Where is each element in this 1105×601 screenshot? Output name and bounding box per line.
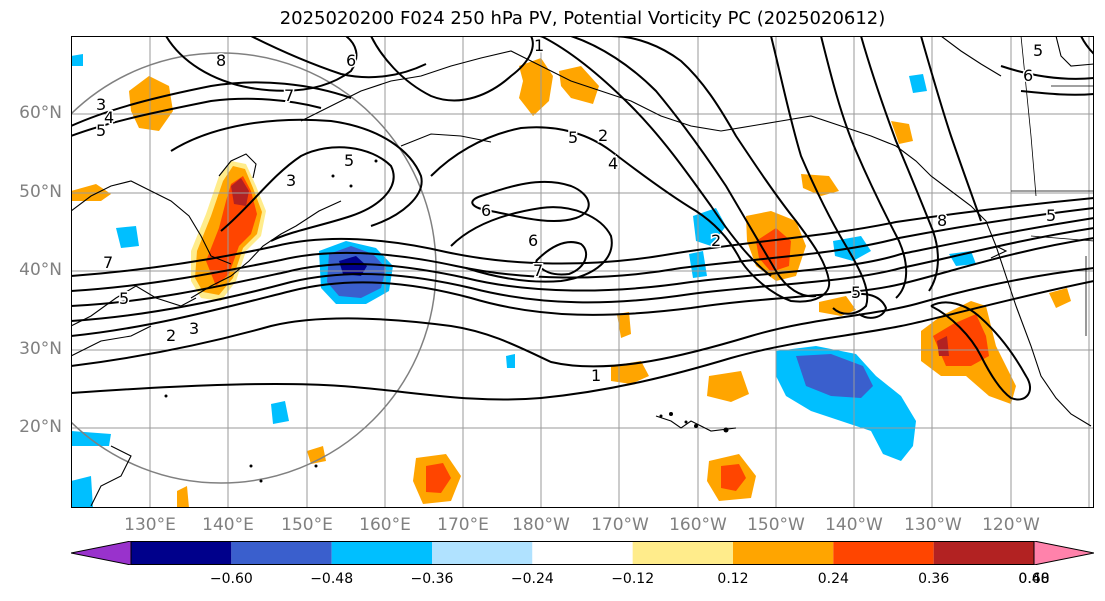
political-borders (1011, 36, 1094, 336)
contour-label: 3 (96, 95, 106, 114)
lon-label-130e: 130°E (124, 515, 176, 535)
contour-label: 2 (711, 231, 721, 250)
colorbar-tick-label: −0.48 (310, 571, 354, 587)
lon-label-120w: 120°W (982, 515, 1040, 535)
colorbar-segment (733, 541, 834, 565)
contour-label: 2 (598, 126, 608, 145)
lon-label-180w: 180°W (512, 515, 570, 535)
colorbar (71, 541, 1094, 565)
positive-anomaly-3 (519, 58, 553, 116)
contour-label: 4 (608, 154, 618, 173)
colorbar-tick-label: −0.24 (510, 571, 554, 587)
positive-anomaly-14 (819, 296, 856, 316)
positive-anomaly-9 (611, 361, 649, 384)
lon-label-170e: 170°E (437, 515, 489, 535)
contour-labels: 8 7 6 5 4 3 1 2 5 4 3 5 6 7 6 7 5 3 2 1 (95, 36, 1058, 387)
negative-anomaly-8 (71, 54, 83, 66)
positive-anomaly-17 (177, 486, 189, 508)
negative-anomaly-5 (116, 226, 139, 248)
lon-label-160e: 160°E (359, 515, 411, 535)
colorbar-segment (331, 541, 432, 565)
lon-label-130w: 130°W (904, 515, 962, 535)
positive-anomaly-11 (617, 312, 631, 338)
graticule (71, 36, 1094, 508)
lat-label-20n: 20°N (19, 417, 62, 437)
colorbar-segment (933, 541, 1034, 565)
contour-label: 7 (533, 261, 543, 280)
positive-anomaly-15 (1049, 288, 1071, 308)
negative-anomaly-7 (71, 476, 93, 508)
positive-anomaly-4 (559, 66, 599, 104)
lon-label-170w: 170°W (591, 515, 649, 535)
lat-label-60n: 60°N (19, 103, 62, 123)
map-frame (71, 36, 1094, 508)
lon-label-150e: 150°E (281, 515, 333, 535)
contour-label: 5 (96, 121, 106, 140)
positive-anomaly-16 (307, 446, 326, 464)
contour-label: 5 (568, 128, 578, 147)
contour-label: 5 (851, 283, 861, 302)
contour-label: 6 (346, 51, 356, 70)
lat-label-50n: 50°N (19, 182, 62, 202)
contour-label: 5 (344, 151, 354, 170)
positive-anomaly-1 (129, 76, 173, 131)
positive-anomaly-13 (891, 121, 913, 144)
contour-label: 5 (1046, 206, 1056, 225)
colorbar-segment (532, 541, 633, 565)
colorbar-segment (231, 541, 332, 565)
contour-label: 6 (528, 231, 538, 250)
colorbar-segment (833, 541, 934, 565)
negative-anomaly-4 (271, 401, 289, 424)
contour-label: 1 (591, 366, 601, 385)
map-panel: 8 7 6 5 4 3 1 2 5 4 3 5 6 7 6 7 5 3 2 1 (71, 36, 1094, 508)
negative-anomaly-10 (506, 354, 515, 368)
pv-anomaly-fill (71, 54, 1071, 508)
colorbar-extend-high (1033, 541, 1094, 565)
colorbar-tick-label: 0.24 (817, 571, 849, 587)
negative-anomaly-11 (949, 251, 976, 266)
colorbar-tick-label: 0.48 (1018, 571, 1050, 587)
figure-title: 2025020200 F024 250 hPa PV, Potential Vo… (279, 8, 886, 29)
colorbar-segment (632, 541, 733, 565)
contour-label: 5 (1033, 41, 1043, 60)
height-contours (71, 36, 1094, 401)
contour-label: 6 (481, 201, 491, 220)
contour-label: 4 (104, 108, 114, 127)
contour-label: 3 (286, 171, 296, 190)
lat-label-40n: 40°N (19, 260, 62, 280)
contour-label: 7 (103, 253, 113, 272)
colorbar-tick-label: −0.36 (410, 571, 454, 587)
colorbar-tick-label: −0.60 (209, 571, 253, 587)
contour-label: 3 (189, 319, 199, 338)
colorbar-segment (131, 541, 232, 565)
lon-label-140w: 140°W (825, 515, 883, 535)
colorbar-tick-label: 0.12 (717, 571, 749, 587)
coastlines (71, 36, 1094, 507)
contour-label: 1 (534, 36, 544, 55)
contour-label: 5 (119, 289, 129, 308)
colorbar-tick-label: −0.12 (611, 571, 655, 587)
contour-label: 6 (1023, 66, 1033, 85)
contour-label: 2 (166, 326, 176, 345)
negative-anomaly-9 (909, 74, 927, 93)
lon-label-140e: 140°E (202, 515, 254, 535)
lon-label-150w: 150°W (747, 515, 805, 535)
colorbar-tick-label: 0.60 (1018, 571, 1050, 587)
colorbar-extend-low (71, 541, 132, 565)
positive-anomaly-10 (707, 371, 749, 402)
colorbar-tick-label: 0.36 (918, 571, 950, 587)
lat-label-30n: 30°N (19, 339, 62, 359)
colorbar-segment (432, 541, 533, 565)
contour-label: 8 (216, 51, 226, 70)
negative-anomaly-west-pacific (319, 241, 393, 304)
contour-label: 7 (284, 86, 294, 105)
colorbar-outline (130, 541, 1035, 565)
islands (164, 159, 729, 483)
range-circle (71, 52, 437, 484)
lon-label-160w: 160°W (669, 515, 727, 535)
contour-label: 8 (937, 211, 947, 230)
